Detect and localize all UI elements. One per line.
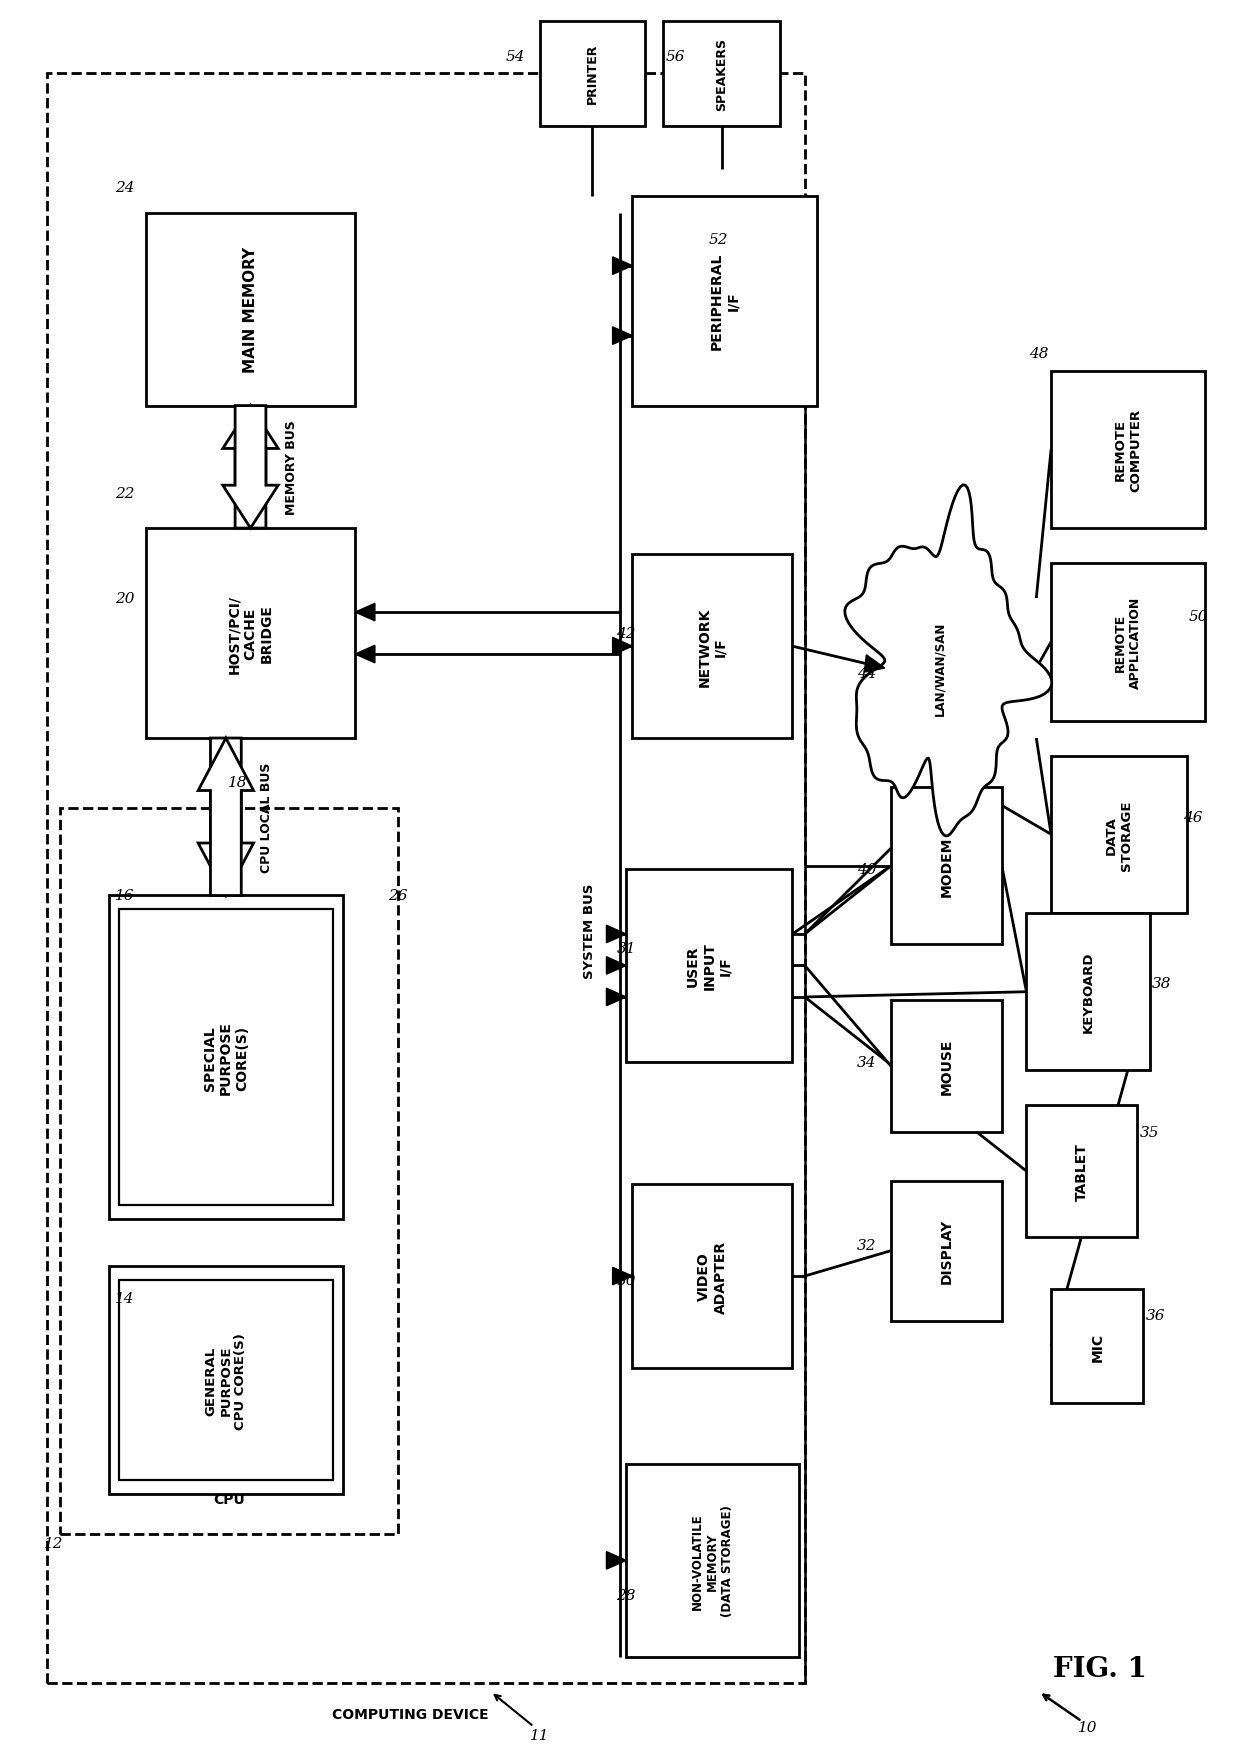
Text: DATA
STORAGE: DATA STORAGE [1105,799,1133,870]
Text: 18: 18 [228,775,248,789]
Text: MEMORY BUS: MEMORY BUS [285,420,298,515]
Text: 28: 28 [616,1588,636,1602]
Text: 32: 32 [857,1239,877,1253]
Bar [626,1464,799,1657]
Text: SPEAKERS: SPEAKERS [715,37,728,111]
Bar [1027,914,1149,1070]
Bar [146,529,355,738]
Bar [892,1181,1002,1321]
FancyArrow shape [198,738,253,896]
Text: 46: 46 [1183,810,1203,824]
Polygon shape [606,989,626,1007]
Text: 40: 40 [857,863,877,877]
Polygon shape [613,638,632,655]
Bar [109,896,343,1219]
FancyArrow shape [223,406,278,529]
Text: 22: 22 [115,487,135,501]
Text: 30: 30 [616,1274,636,1288]
Text: USER
INPUT
I/F: USER INPUT I/F [686,942,733,989]
Bar [1052,564,1205,720]
Polygon shape [355,604,374,622]
Text: MOUSE: MOUSE [940,1038,954,1095]
Text: PRINTER: PRINTER [585,44,599,104]
Text: VIDEO
ADAPTER: VIDEO ADAPTER [697,1240,728,1312]
Text: GENERAL
PURPOSE
CPU CORE(S): GENERAL PURPOSE CPU CORE(S) [205,1332,247,1428]
Text: 42: 42 [616,627,636,641]
Polygon shape [613,258,632,276]
Bar [119,1281,334,1479]
Polygon shape [606,958,626,975]
Text: LAN/WAN/SAN: LAN/WAN/SAN [934,622,946,715]
Text: PERIPHERAL
I/F: PERIPHERAL I/F [709,253,740,350]
Text: NON-VOLATILE
MEMORY
(DATA STORAGE): NON-VOLATILE MEMORY (DATA STORAGE) [691,1504,734,1616]
Text: 36: 36 [1146,1309,1166,1323]
Text: SYSTEM BUS: SYSTEM BUS [583,884,595,979]
Polygon shape [844,485,1052,836]
Text: NETWORK
I/F: NETWORK I/F [697,608,728,687]
Polygon shape [864,655,885,673]
Text: REMOTE
COMPUTER: REMOTE COMPUTER [1114,409,1142,492]
FancyArrow shape [223,406,278,529]
Bar [626,870,792,1063]
Text: MIC: MIC [1090,1332,1105,1362]
Bar [1052,371,1205,529]
Text: CPU LOCAL BUS: CPU LOCAL BUS [260,763,273,873]
Text: 35: 35 [1140,1124,1159,1139]
Text: 31: 31 [616,942,636,956]
Bar [632,1184,792,1369]
Bar [109,1267,343,1493]
Text: 16: 16 [115,889,135,903]
Text: HOST/PCI/
CACHE
BRIDGE: HOST/PCI/ CACHE BRIDGE [227,594,274,673]
Polygon shape [606,1551,626,1569]
Text: 12: 12 [43,1536,63,1550]
Bar [632,197,817,406]
Polygon shape [606,926,626,944]
Text: REMOTE
APPLICATION: REMOTE APPLICATION [1114,596,1142,689]
Bar [892,787,1002,945]
Text: 38: 38 [1152,977,1172,991]
Text: MODEM: MODEM [940,836,954,896]
Text: 54: 54 [506,49,525,63]
Text: MAIN MEMORY: MAIN MEMORY [243,248,258,372]
Text: 44: 44 [857,668,877,682]
Text: DISPLAY: DISPLAY [940,1218,954,1284]
Text: 24: 24 [115,181,135,195]
Text: KEYBOARD: KEYBOARD [1081,952,1095,1033]
Text: CPU: CPU [213,1492,244,1506]
Bar [47,74,805,1683]
Bar [539,21,645,127]
Text: FIG. 1: FIG. 1 [1054,1655,1147,1683]
Bar [60,808,398,1534]
Text: 14: 14 [115,1291,135,1305]
Polygon shape [613,327,632,344]
Bar [119,910,334,1205]
Text: 50: 50 [1189,610,1209,624]
Bar [632,555,792,738]
Bar [1052,756,1187,914]
Text: COMPUTING DEVICE: COMPUTING DEVICE [332,1708,489,1722]
Bar [146,214,355,406]
Text: 11: 11 [531,1729,549,1743]
Text: 10: 10 [1079,1720,1097,1734]
Text: 20: 20 [115,592,135,606]
Text: 56: 56 [666,49,686,63]
FancyArrow shape [198,738,253,896]
Text: SPECIAL
PURPOSE
CORE(S): SPECIAL PURPOSE CORE(S) [202,1021,249,1095]
Bar [663,21,780,127]
Text: 48: 48 [1029,346,1049,360]
Text: 52: 52 [709,234,728,248]
Text: TABLET: TABLET [1075,1142,1089,1200]
Polygon shape [355,647,374,664]
Bar [1027,1105,1137,1237]
Bar [892,1001,1002,1132]
Bar [1052,1290,1143,1404]
Text: 26: 26 [388,889,408,903]
Polygon shape [613,1267,632,1284]
Text: 34: 34 [857,1056,877,1068]
